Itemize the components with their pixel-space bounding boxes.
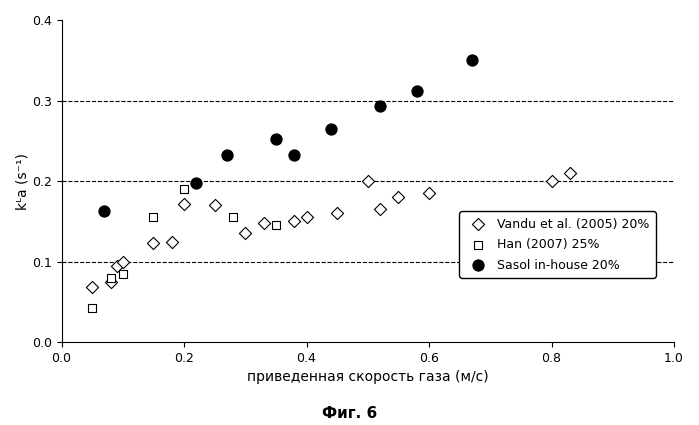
Text: Фиг. 6: Фиг. 6 <box>322 406 377 421</box>
Sasol in-house 20% <box>99 207 110 214</box>
Legend: Vandu et al. (2005) 20%, Han (2007) 25%, Sasol in-house 20%: Vandu et al. (2005) 20%, Han (2007) 25%,… <box>459 212 656 278</box>
Vandu et al. (2005) 20% <box>105 278 116 285</box>
Sasol in-house 20% <box>191 179 202 186</box>
Han (2007) 25% <box>117 270 129 277</box>
Sasol in-house 20% <box>375 103 386 110</box>
Sasol in-house 20% <box>222 152 233 159</box>
Vandu et al. (2005) 20% <box>111 262 122 269</box>
Han (2007) 25% <box>271 222 282 229</box>
Vandu et al. (2005) 20% <box>209 202 220 209</box>
Sasol in-house 20% <box>411 88 422 94</box>
Han (2007) 25% <box>147 214 159 221</box>
Vandu et al. (2005) 20% <box>424 190 435 197</box>
Sasol in-house 20% <box>326 125 337 132</box>
Han (2007) 25% <box>105 275 116 281</box>
X-axis label: приведенная скорость газа (м/с): приведенная скорость газа (м/с) <box>247 371 489 385</box>
Vandu et al. (2005) 20% <box>393 194 404 201</box>
Vandu et al. (2005) 20% <box>564 170 575 176</box>
Vandu et al. (2005) 20% <box>258 220 269 227</box>
Han (2007) 25% <box>227 214 238 221</box>
Vandu et al. (2005) 20% <box>240 230 251 237</box>
Vandu et al. (2005) 20% <box>147 240 159 246</box>
Han (2007) 25% <box>178 186 189 193</box>
Han (2007) 25% <box>87 305 98 312</box>
Vandu et al. (2005) 20% <box>87 284 98 291</box>
Vandu et al. (2005) 20% <box>331 210 343 217</box>
Sasol in-house 20% <box>271 136 282 143</box>
Vandu et al. (2005) 20% <box>166 238 178 245</box>
Vandu et al. (2005) 20% <box>375 206 386 212</box>
Sasol in-house 20% <box>466 57 477 64</box>
Vandu et al. (2005) 20% <box>289 218 300 225</box>
Vandu et al. (2005) 20% <box>178 200 189 207</box>
Y-axis label: kᴸa (s⁻¹): kᴸa (s⁻¹) <box>15 153 29 210</box>
Vandu et al. (2005) 20% <box>117 258 129 265</box>
Sasol in-house 20% <box>289 152 300 159</box>
Vandu et al. (2005) 20% <box>301 214 312 221</box>
Vandu et al. (2005) 20% <box>546 178 557 184</box>
Vandu et al. (2005) 20% <box>362 178 373 184</box>
